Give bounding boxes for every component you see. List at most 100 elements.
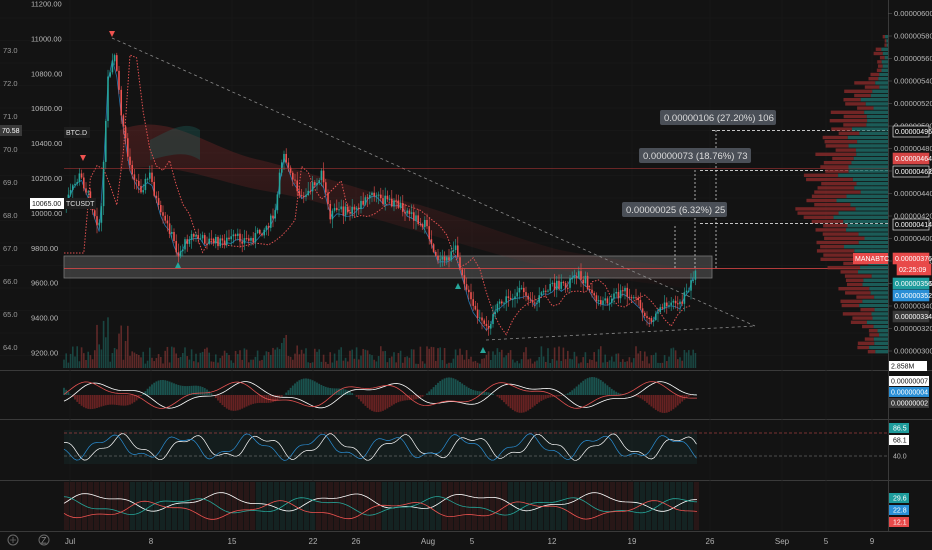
candle-body[interactable] bbox=[622, 290, 624, 292]
candle-body[interactable] bbox=[129, 156, 131, 165]
candle-body[interactable] bbox=[127, 138, 129, 157]
candle-body[interactable] bbox=[608, 302, 611, 304]
candle-body[interactable] bbox=[80, 173, 83, 178]
candle-body[interactable] bbox=[344, 206, 347, 216]
candle-body[interactable] bbox=[421, 224, 424, 228]
candle-body[interactable] bbox=[545, 290, 547, 292]
candle-body[interactable] bbox=[650, 318, 653, 322]
candle-body[interactable] bbox=[694, 270, 697, 280]
price-tag[interactable]: 0.00000356 bbox=[892, 277, 932, 290]
candle-body[interactable] bbox=[465, 284, 468, 290]
candle-body[interactable] bbox=[111, 61, 114, 73]
candle-body[interactable] bbox=[120, 89, 122, 116]
candle-body[interactable] bbox=[375, 195, 378, 197]
candle-body[interactable] bbox=[604, 298, 606, 301]
candle-body[interactable] bbox=[353, 206, 356, 210]
candle-body[interactable] bbox=[626, 287, 628, 297]
candle-body[interactable] bbox=[252, 238, 254, 243]
candle-body[interactable] bbox=[248, 238, 250, 241]
candle-body[interactable] bbox=[679, 301, 681, 305]
candle-body[interactable] bbox=[661, 307, 664, 309]
oscillator-3-plot[interactable] bbox=[63, 482, 699, 530]
candle-body[interactable] bbox=[459, 257, 461, 270]
candle-body[interactable] bbox=[197, 235, 199, 239]
candle-body[interactable] bbox=[395, 200, 397, 202]
candle-body[interactable] bbox=[171, 231, 173, 234]
candle-body[interactable] bbox=[166, 220, 169, 224]
candle-body[interactable] bbox=[177, 252, 180, 257]
candle-body[interactable] bbox=[278, 172, 281, 195]
candle-body[interactable] bbox=[503, 302, 505, 304]
candle-body[interactable] bbox=[483, 320, 485, 324]
right-price-axis[interactable]: 0.00000600 0.00000580 0.00000560 0.00000540… bbox=[888, 9, 932, 356]
candle-body[interactable] bbox=[318, 180, 320, 184]
candle-body[interactable] bbox=[388, 198, 391, 200]
candle-body[interactable] bbox=[611, 298, 613, 303]
candle-body[interactable] bbox=[96, 216, 98, 226]
candle-body[interactable] bbox=[232, 234, 235, 237]
candle-body[interactable] bbox=[553, 282, 556, 290]
candle-body[interactable] bbox=[468, 289, 470, 293]
candle-body[interactable] bbox=[122, 115, 125, 127]
candle-body[interactable] bbox=[542, 290, 545, 293]
candle-body[interactable] bbox=[674, 300, 677, 304]
candle-body[interactable] bbox=[417, 215, 419, 225]
candle-body[interactable] bbox=[142, 190, 144, 193]
candle-body[interactable] bbox=[320, 170, 323, 181]
candle-body[interactable] bbox=[219, 238, 221, 247]
candle-body[interactable] bbox=[146, 178, 149, 180]
candle-body[interactable] bbox=[102, 161, 105, 207]
candle-body[interactable] bbox=[305, 195, 307, 197]
candle-body[interactable] bbox=[239, 233, 241, 242]
candle-body[interactable] bbox=[314, 182, 316, 186]
candle-body[interactable] bbox=[655, 313, 657, 320]
candle-body[interactable] bbox=[432, 244, 435, 252]
candle-body[interactable] bbox=[672, 300, 675, 303]
candle-body[interactable] bbox=[157, 198, 160, 206]
candle-body[interactable] bbox=[285, 153, 287, 163]
candle-body[interactable] bbox=[98, 222, 100, 226]
candle-body[interactable] bbox=[83, 177, 85, 189]
candle-body[interactable] bbox=[133, 174, 136, 181]
candle-body[interactable] bbox=[435, 251, 437, 256]
candle-body[interactable] bbox=[439, 259, 441, 261]
candle-body[interactable] bbox=[226, 237, 228, 245]
candle-body[interactable] bbox=[681, 301, 683, 304]
candle-body[interactable] bbox=[149, 172, 151, 179]
candle-body[interactable] bbox=[272, 215, 274, 219]
candle-body[interactable] bbox=[289, 167, 292, 173]
candle-body[interactable] bbox=[628, 296, 631, 298]
time-axis[interactable]: Jul 8 15 22 26 Aug 5 12 19 26 Sep 5 9 bbox=[65, 537, 875, 546]
candle-body[interactable] bbox=[648, 317, 650, 319]
candle-body[interactable] bbox=[523, 287, 525, 293]
candle-body[interactable] bbox=[582, 279, 584, 284]
candle-body[interactable] bbox=[384, 195, 386, 205]
candle-body[interactable] bbox=[325, 182, 327, 193]
candle-body[interactable] bbox=[547, 290, 549, 292]
candle-body[interactable] bbox=[386, 195, 389, 200]
candle-body[interactable] bbox=[602, 300, 604, 305]
candle-body[interactable] bbox=[294, 179, 296, 181]
candle-body[interactable] bbox=[162, 212, 164, 216]
candle-body[interactable] bbox=[245, 238, 248, 240]
candle-body[interactable] bbox=[580, 271, 582, 280]
candle-body[interactable] bbox=[490, 324, 492, 329]
candle-body[interactable] bbox=[265, 226, 268, 230]
candle-body[interactable] bbox=[410, 212, 413, 214]
measure-label-1[interactable]: 0.00000106 (27.20%) 106 bbox=[660, 110, 776, 125]
candle-body[interactable] bbox=[113, 55, 116, 62]
candle-body[interactable] bbox=[424, 219, 426, 228]
candle-body[interactable] bbox=[155, 195, 158, 199]
price-tag[interactable]: 0.00000334 bbox=[892, 310, 932, 323]
candle-body[interactable] bbox=[254, 233, 257, 243]
candle-body[interactable] bbox=[193, 234, 195, 237]
candle-body[interactable] bbox=[509, 297, 512, 300]
candle-body[interactable] bbox=[690, 280, 692, 291]
candle-body[interactable] bbox=[377, 194, 380, 196]
candle-body[interactable] bbox=[221, 238, 224, 241]
candle-body[interactable] bbox=[303, 195, 305, 197]
candle-body[interactable] bbox=[362, 200, 364, 205]
candle-body[interactable] bbox=[501, 301, 503, 304]
candle-body[interactable] bbox=[307, 190, 309, 196]
candle-body[interactable] bbox=[476, 309, 479, 319]
